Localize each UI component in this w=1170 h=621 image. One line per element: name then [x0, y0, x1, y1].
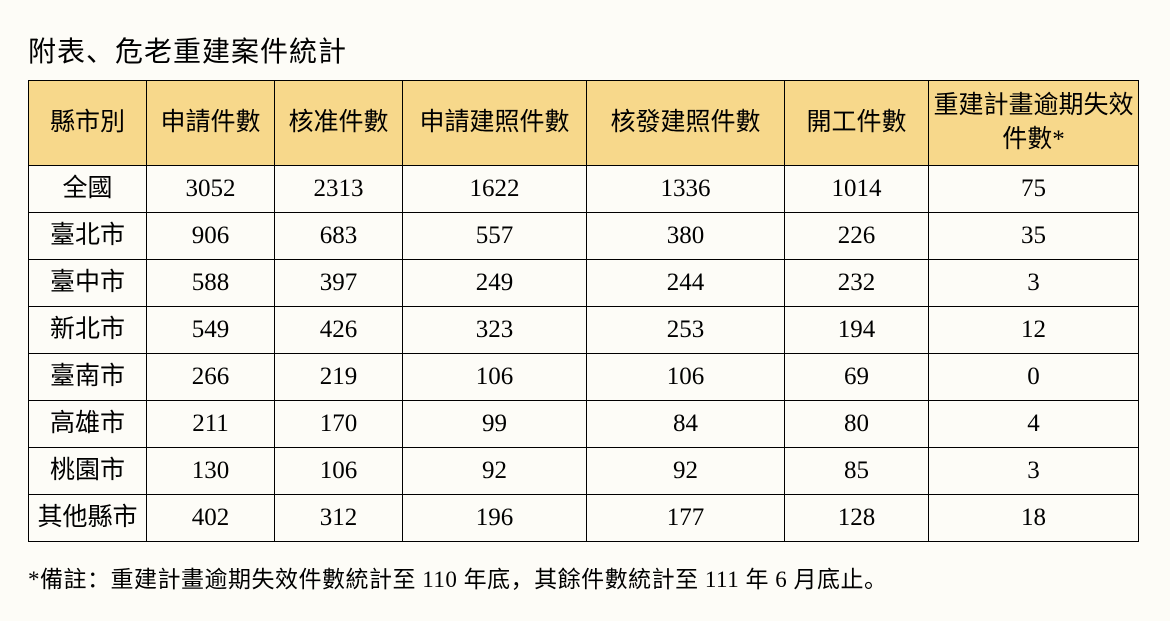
cell: 35	[929, 213, 1139, 260]
cell: 128	[785, 495, 929, 542]
cell: 906	[147, 213, 275, 260]
table-row: 全國 3052 2313 1622 1336 1014 75	[29, 166, 1139, 213]
cell: 588	[147, 260, 275, 307]
cell: 18	[929, 495, 1139, 542]
cell: 1622	[403, 166, 587, 213]
cell: 75	[929, 166, 1139, 213]
cell: 99	[403, 401, 587, 448]
col-header: 開工件數	[785, 81, 929, 166]
cell: 211	[147, 401, 275, 448]
cell: 683	[275, 213, 403, 260]
table-row: 臺中市 588 397 249 244 232 3	[29, 260, 1139, 307]
row-label: 桃園市	[29, 448, 147, 495]
cell: 402	[147, 495, 275, 542]
cell: 0	[929, 354, 1139, 401]
col-header: 申請件數	[147, 81, 275, 166]
row-label: 全國	[29, 166, 147, 213]
cell: 232	[785, 260, 929, 307]
table-header-row: 縣市別 申請件數 核准件數 申請建照件數 核發建照件數 開工件數 重建計畫逾期失…	[29, 81, 1139, 166]
cell: 323	[403, 307, 587, 354]
row-label: 新北市	[29, 307, 147, 354]
cell: 194	[785, 307, 929, 354]
table-title: 附表、危老重建案件統計	[28, 30, 1142, 70]
table-row: 桃園市 130 106 92 92 85 3	[29, 448, 1139, 495]
table-row: 高雄市 211 170 99 84 80 4	[29, 401, 1139, 448]
cell: 84	[587, 401, 785, 448]
stats-table: 縣市別 申請件數 核准件數 申請建照件數 核發建照件數 開工件數 重建計畫逾期失…	[28, 80, 1139, 542]
cell: 3	[929, 260, 1139, 307]
cell: 170	[275, 401, 403, 448]
cell: 426	[275, 307, 403, 354]
cell: 106	[275, 448, 403, 495]
cell: 249	[403, 260, 587, 307]
table-row: 新北市 549 426 323 253 194 12	[29, 307, 1139, 354]
footnote: *備註：重建計畫逾期失效件數統計至 110 年底，其餘件數統計至 111 年 6…	[28, 560, 1142, 594]
row-label: 高雄市	[29, 401, 147, 448]
row-label: 臺南市	[29, 354, 147, 401]
col-header: 申請建照件數	[403, 81, 587, 166]
cell: 549	[147, 307, 275, 354]
row-label: 臺北市	[29, 213, 147, 260]
cell: 266	[147, 354, 275, 401]
cell: 92	[403, 448, 587, 495]
cell: 80	[785, 401, 929, 448]
cell: 253	[587, 307, 785, 354]
cell: 557	[403, 213, 587, 260]
cell: 85	[785, 448, 929, 495]
cell: 219	[275, 354, 403, 401]
cell: 226	[785, 213, 929, 260]
row-label: 其他縣市	[29, 495, 147, 542]
cell: 177	[587, 495, 785, 542]
cell: 380	[587, 213, 785, 260]
cell: 1336	[587, 166, 785, 213]
col-header: 核准件數	[275, 81, 403, 166]
table-row: 其他縣市 402 312 196 177 128 18	[29, 495, 1139, 542]
cell: 244	[587, 260, 785, 307]
table-body: 全國 3052 2313 1622 1336 1014 75 臺北市 906 6…	[29, 166, 1139, 542]
cell: 1014	[785, 166, 929, 213]
col-header: 縣市別	[29, 81, 147, 166]
cell: 397	[275, 260, 403, 307]
cell: 92	[587, 448, 785, 495]
col-header: 重建計畫逾期失效件數*	[929, 81, 1139, 166]
row-label: 臺中市	[29, 260, 147, 307]
table-row: 臺北市 906 683 557 380 226 35	[29, 213, 1139, 260]
cell: 12	[929, 307, 1139, 354]
cell: 3052	[147, 166, 275, 213]
cell: 312	[275, 495, 403, 542]
cell: 3	[929, 448, 1139, 495]
cell: 4	[929, 401, 1139, 448]
cell: 69	[785, 354, 929, 401]
cell: 196	[403, 495, 587, 542]
cell: 2313	[275, 166, 403, 213]
cell: 106	[587, 354, 785, 401]
cell: 130	[147, 448, 275, 495]
table-row: 臺南市 266 219 106 106 69 0	[29, 354, 1139, 401]
col-header: 核發建照件數	[587, 81, 785, 166]
cell: 106	[403, 354, 587, 401]
